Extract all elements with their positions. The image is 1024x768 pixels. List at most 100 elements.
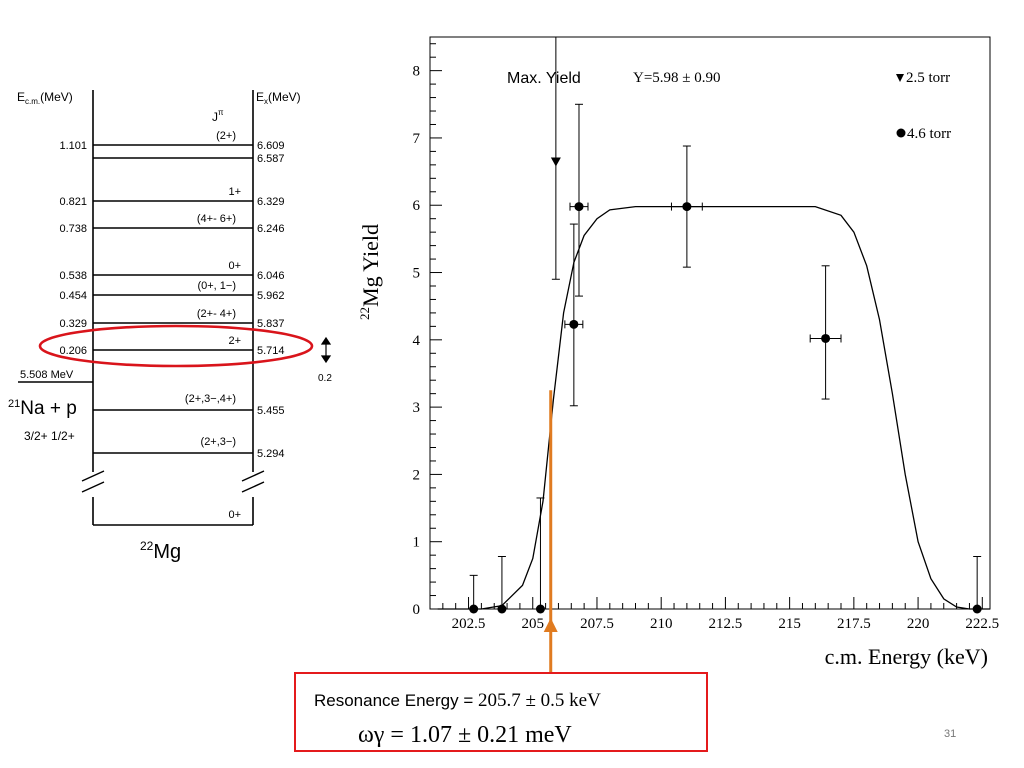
ex-labels: 6.609 6.587 6.329 6.246 6.046 5.962 5.83…	[257, 140, 285, 460]
data-point-circle	[469, 574, 479, 614]
result-box-frame	[294, 672, 708, 752]
spin-label: (2+- 4+)	[197, 308, 236, 320]
y-tick-labels: 0 1 2 3 4 5 6 7 8	[413, 64, 421, 618]
ecm-label: 0.738	[59, 223, 87, 235]
ex-label: 6.329	[257, 196, 285, 208]
ex-label: 5.962	[257, 290, 285, 302]
spin-label: 2+	[228, 335, 241, 347]
data-point-circle	[569, 103, 589, 297]
width-arrow-label: 0.2	[318, 373, 332, 384]
ex-header: Ex(MeV)	[256, 90, 301, 106]
data-points	[469, 37, 982, 614]
x-tick-label: 205	[522, 616, 545, 632]
ex-label: 6.587	[257, 153, 285, 165]
x-tick-label: 220	[907, 616, 930, 632]
marker-circle	[972, 604, 982, 614]
x-axis-label: c.m. Energy (keV)	[825, 644, 988, 669]
ecm-label: 0.206	[59, 345, 87, 357]
marker-circle	[574, 202, 584, 212]
ex-label: 6.246	[257, 223, 285, 235]
legend-series-1: 2.5 torr	[906, 70, 950, 86]
y-tick-label: 1	[413, 535, 421, 551]
legend-triangle-icon	[896, 74, 904, 82]
spin-label: (4+- 6+)	[197, 213, 236, 225]
resonance-energy: Resonance Energy = 205.7 ± 0.5 keV	[314, 690, 601, 711]
resonance-strength: ωγ = 1.07 ± 0.21 meV	[358, 722, 572, 748]
marker-circle	[569, 319, 579, 329]
spin-label: 1+	[228, 186, 241, 198]
y-axis-label: 22Mg Yield	[357, 224, 383, 320]
ecm-label: 0.329	[59, 318, 87, 330]
y-tick-label: 6	[413, 198, 421, 214]
ex-label: 6.046	[257, 270, 285, 282]
y-tick-label: 2	[413, 467, 421, 483]
x-tick-label: 202.5	[452, 616, 486, 632]
axis-break-left	[81, 470, 105, 493]
result-box: Resonance Energy = 205.7 ± 0.5 keV ωγ = …	[294, 672, 708, 752]
data-point-circle	[809, 265, 842, 400]
resonance-arrowhead-icon	[543, 618, 558, 632]
entrance-channel: 21Na + p	[8, 398, 77, 419]
spin-labels: (2+) 1+ (4+- 6+) 0+ (0+, 1−) (2+- 4+) 2+…	[185, 130, 241, 521]
max-yield-value: Y=5.98 ± 0.90	[633, 70, 721, 86]
axis-ticks	[430, 43, 983, 610]
channel-spins: 3/2+ 1/2+	[24, 429, 75, 443]
legend: 2.5 torr 4.6 torr	[896, 70, 951, 142]
x-tick-label: 210	[650, 616, 673, 632]
ex-label: 5.294	[257, 448, 285, 460]
x-tick-label: 215	[778, 616, 801, 632]
marker-triangle	[550, 157, 561, 167]
y-tick-label: 3	[413, 400, 421, 416]
spin-label: (2+,3−,4+)	[185, 393, 236, 405]
resonance-arrow	[543, 390, 558, 672]
x-tick-label: 222.5	[965, 616, 999, 632]
ecm-labels: 1.101 0.821 0.738 0.538 0.454 0.329 0.20…	[59, 140, 87, 357]
width-arrow-icon	[320, 336, 332, 364]
highlight-ellipse	[38, 324, 314, 368]
marker-circle	[821, 333, 831, 343]
x-tick-label: 217.5	[837, 616, 871, 632]
marker-circle	[469, 604, 479, 614]
spin-label: (0+, 1−)	[197, 280, 236, 292]
y-tick-label: 7	[413, 131, 421, 147]
y-tick-label: 0	[413, 602, 421, 618]
y-tick-label: 4	[413, 333, 421, 349]
threshold-label: 5.508 MeV	[20, 369, 74, 381]
data-point-triangle	[550, 37, 561, 280]
jpi-header: Jπ	[212, 108, 224, 124]
level-lines	[93, 144, 253, 454]
ex-label: 5.455	[257, 405, 285, 417]
ecm-header: Ec.m.(MeV)	[17, 90, 73, 106]
nucleus-label: 22Mg	[140, 539, 181, 563]
axis-break-right	[241, 470, 265, 493]
marker-circle	[497, 604, 507, 614]
ecm-label: 1.101	[59, 140, 87, 152]
level-scheme: Ec.m.(MeV) Ex(MeV) Jπ	[8, 90, 332, 563]
data-point-circle	[972, 556, 982, 614]
marker-circle	[682, 202, 692, 212]
ex-label: 6.609	[257, 140, 285, 152]
data-point-circle	[564, 223, 584, 407]
spin-label: (2+)	[216, 130, 236, 142]
fit-curve	[437, 205, 990, 610]
ex-label: 5.837	[257, 318, 285, 330]
spin-label: 0+	[228, 509, 241, 521]
x-tick-labels: 202.5 205 207.5 210 212.5 215 217.5 220 222.5	[452, 616, 1000, 632]
ecm-label: 0.454	[59, 290, 87, 302]
x-tick-label: 212.5	[709, 616, 743, 632]
slide-number: 31	[944, 728, 956, 740]
ecm-label: 0.821	[59, 196, 87, 208]
ecm-label: 0.538	[59, 270, 87, 282]
y-tick-label: 5	[413, 266, 421, 282]
data-point-circle	[670, 145, 703, 268]
plot-frame	[429, 36, 991, 610]
yield-chart: 202.5 205 207.5 210 212.5 215 217.5 220 222.5 0 1…	[357, 36, 1000, 672]
data-point-circle	[535, 497, 545, 614]
max-yield-label: Max. Yield	[507, 70, 581, 87]
spin-label: (2+,3−)	[201, 436, 236, 448]
data-point-circle	[497, 556, 507, 614]
spin-label: 0+	[228, 260, 241, 272]
y-tick-label: 8	[413, 64, 421, 80]
legend-series-2: 4.6 torr	[907, 126, 951, 142]
